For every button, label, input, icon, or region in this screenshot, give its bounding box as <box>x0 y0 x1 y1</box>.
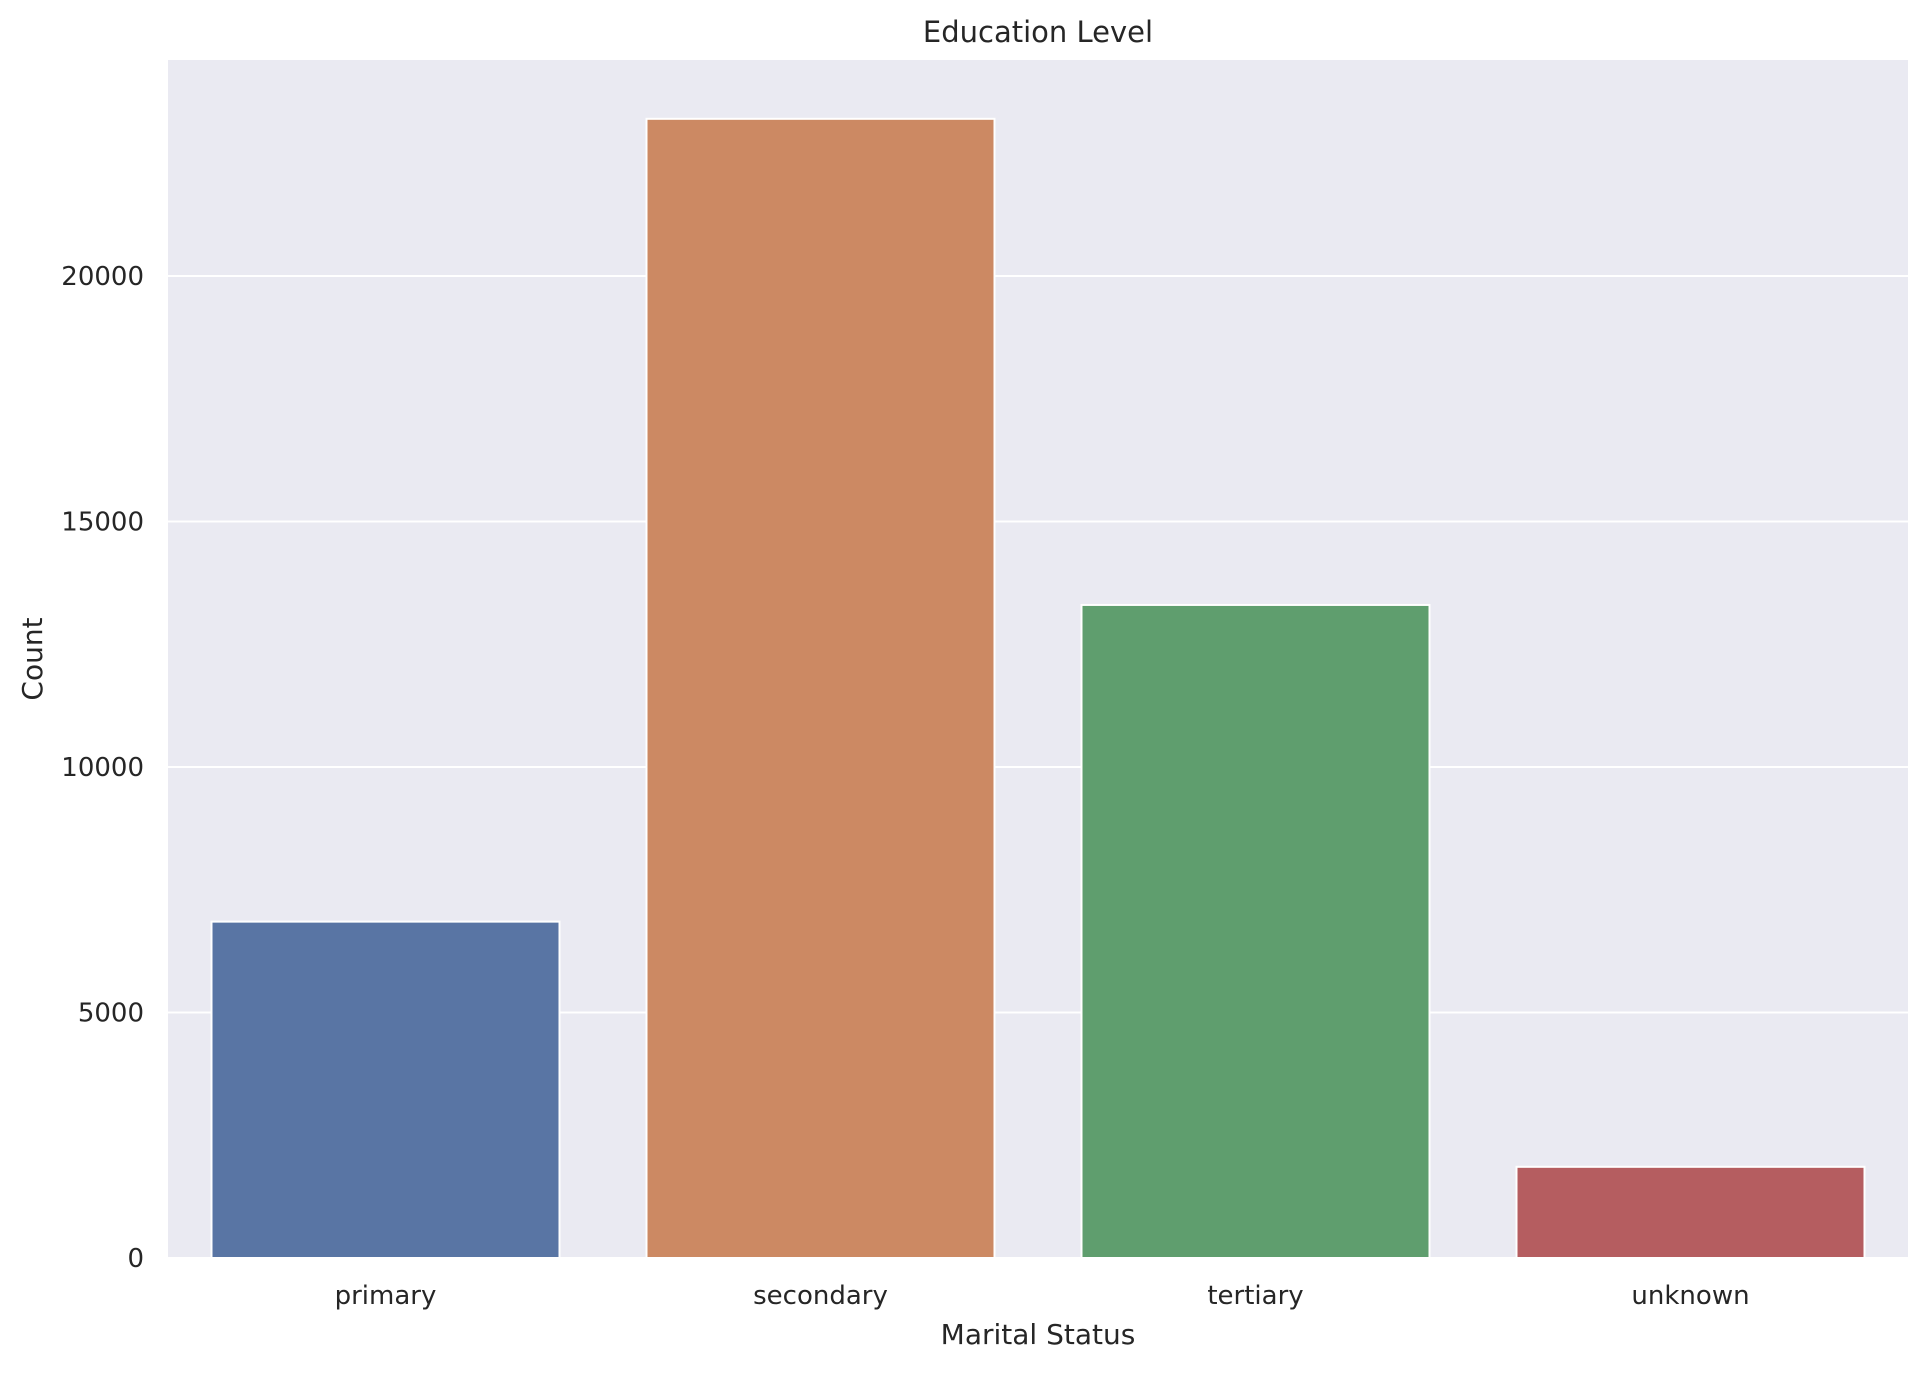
y-tick-label: 0 <box>127 1244 144 1274</box>
x-tick-label: primary <box>335 1281 437 1311</box>
x-tick-label: unknown <box>1631 1281 1749 1311</box>
x-tick-label: secondary <box>753 1281 888 1311</box>
y-tick-label: 10000 <box>61 753 144 783</box>
y-tick-labels: 0 5000 10000 15000 20000 <box>61 262 144 1274</box>
y-tick-label: 20000 <box>61 262 144 292</box>
y-tick-label: 15000 <box>61 508 144 538</box>
x-tick-label: tertiary <box>1207 1281 1303 1311</box>
y-axis-label: Count <box>16 617 49 700</box>
bar-tertiary <box>1080 603 1431 1259</box>
chart-title: Education Level <box>923 15 1153 49</box>
y-tick-label: 5000 <box>78 999 144 1029</box>
bar-secondary <box>645 117 996 1260</box>
x-axis-label: Marital Status <box>941 1318 1136 1351</box>
bar-unknown <box>1515 1165 1866 1259</box>
bars <box>210 117 1866 1260</box>
bar-primary <box>210 920 561 1259</box>
x-tick-labels: primary secondary tertiary unknown <box>335 1281 1750 1311</box>
